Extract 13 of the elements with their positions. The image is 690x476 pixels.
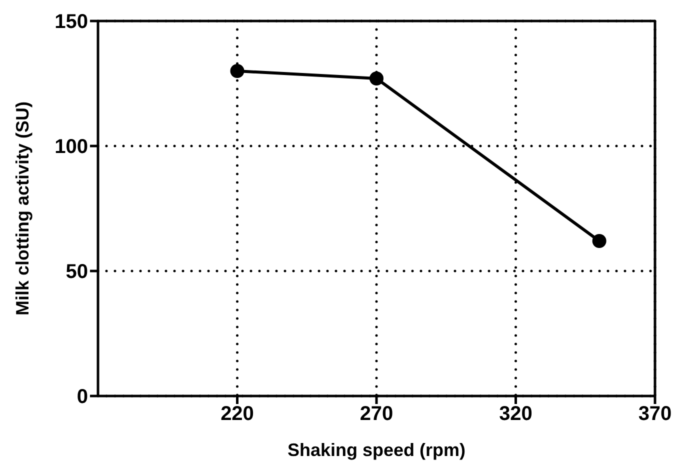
point (592, 234, 606, 248)
y-axis-title: Milk clotting activity (SU) (12, 101, 32, 316)
point (230, 64, 244, 78)
y-tick-label: 0 (76, 386, 88, 408)
y-tick-label: 50 (66, 261, 88, 284)
x-tick-label: 220 (220, 403, 254, 426)
y-tick-label: 150 (54, 11, 88, 34)
x-tick-label: 370 (638, 403, 672, 426)
x-tick-label: 270 (360, 403, 394, 426)
point (370, 72, 384, 86)
x-axis-title: Shaking speed (rpm) (287, 440, 466, 460)
y-tick-label: 100 (54, 136, 88, 158)
x-tick-label: 320 (499, 403, 532, 426)
